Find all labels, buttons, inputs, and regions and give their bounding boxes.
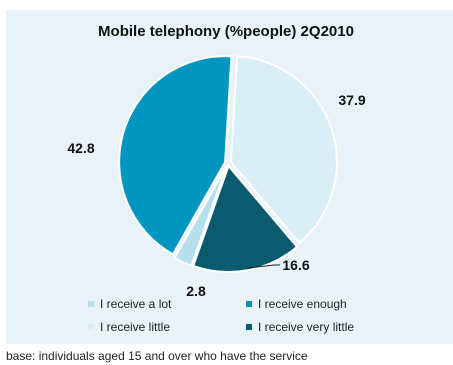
data-label: 42.8 (67, 140, 94, 156)
legend-swatch (246, 324, 252, 330)
legend-item-a-lot: I receive a lot (88, 297, 171, 311)
legend-swatch (88, 301, 94, 307)
pie-slice (191, 163, 299, 273)
legend-swatch (246, 301, 252, 307)
legend-label: I receive very little (258, 320, 355, 334)
leader-line (247, 264, 280, 269)
pie-slice (173, 165, 228, 267)
pie-slice (229, 55, 338, 245)
data-label: 16.6 (282, 257, 309, 273)
legend-item-little: I receive little (88, 320, 170, 334)
legend: I receive a lot I receive enough I recei… (6, 297, 453, 345)
legend-swatch (88, 324, 94, 330)
footnote: base: individuals aged 15 and over who h… (6, 349, 308, 363)
legend-label: I receive little (100, 320, 171, 334)
data-label: 37.9 (338, 92, 365, 108)
pie-slice (118, 55, 233, 256)
pie-chart: 37.9 16.6 2.8 42.8 (67, 55, 366, 299)
legend-label: I receive enough (258, 297, 347, 311)
legend-item-enough: I receive enough (246, 297, 347, 311)
chart-title: Mobile telephony (%people) 2Q2010 (98, 23, 354, 40)
legend-item-very-little: I receive very little (246, 320, 354, 334)
legend-label: I receive a lot (100, 297, 172, 311)
data-label: 2.8 (186, 283, 206, 299)
chart-panel: Mobile telephony (%people) 2Q2010 37.9 16… (6, 10, 453, 344)
